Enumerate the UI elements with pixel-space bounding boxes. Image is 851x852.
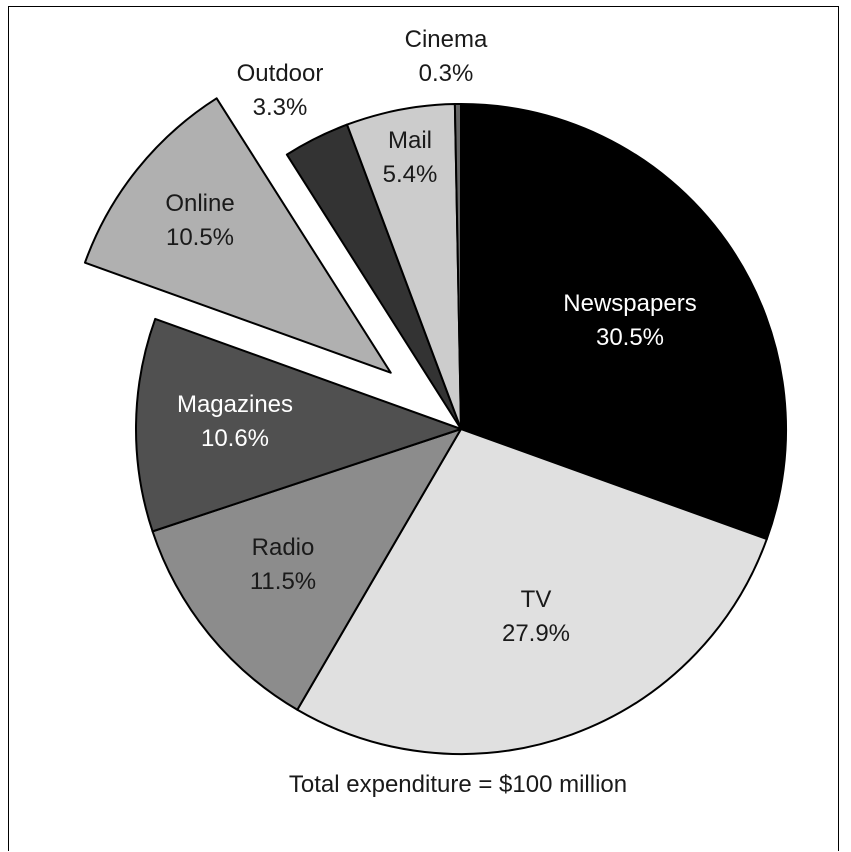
slice-value-newspapers: 30.5% — [596, 324, 664, 351]
pie-slices — [83, 97, 787, 755]
slice-value-online: 10.5% — [166, 224, 234, 251]
slice-label-radio: Radio — [252, 534, 315, 561]
slice-online — [83, 97, 392, 374]
slice-value-radio: 11.5% — [250, 568, 316, 595]
slice-label-online: Online — [165, 190, 234, 217]
chart-caption: Total expenditure = $100 million — [289, 771, 627, 798]
slice-newspapers — [460, 103, 787, 541]
slice-value-mail: 5.4% — [383, 161, 438, 188]
pie-labels: Newspapers 30.5% TV 27.9% Radio 11.5% Magazine… — [165, 26, 696, 647]
slice-label-magazines: Magazines — [177, 391, 293, 418]
slice-value-outdoor: 3.3% — [253, 94, 308, 121]
slice-magazines — [135, 317, 462, 533]
slice-radio — [151, 428, 462, 711]
slice-label-cinema: Cinema — [405, 26, 488, 53]
slice-value-tv: 27.9% — [502, 620, 570, 647]
slice-label-mail: Mail — [388, 127, 432, 154]
slice-label-outdoor: Outdoor — [237, 60, 324, 87]
slice-value-cinema: 0.3% — [419, 60, 474, 87]
slice-label-tv: TV — [521, 586, 552, 613]
slice-label-newspapers: Newspapers — [563, 290, 696, 317]
slice-cinema — [453, 103, 462, 430]
pie-chart: Newspapers 30.5% TV 27.9% Radio 11.5% Magazine… — [83, 26, 787, 798]
chart-frame: Newspapers 30.5% TV 27.9% Radio 11.5% Magazine… — [8, 6, 839, 851]
slice-value-magazines: 10.6% — [201, 425, 269, 452]
